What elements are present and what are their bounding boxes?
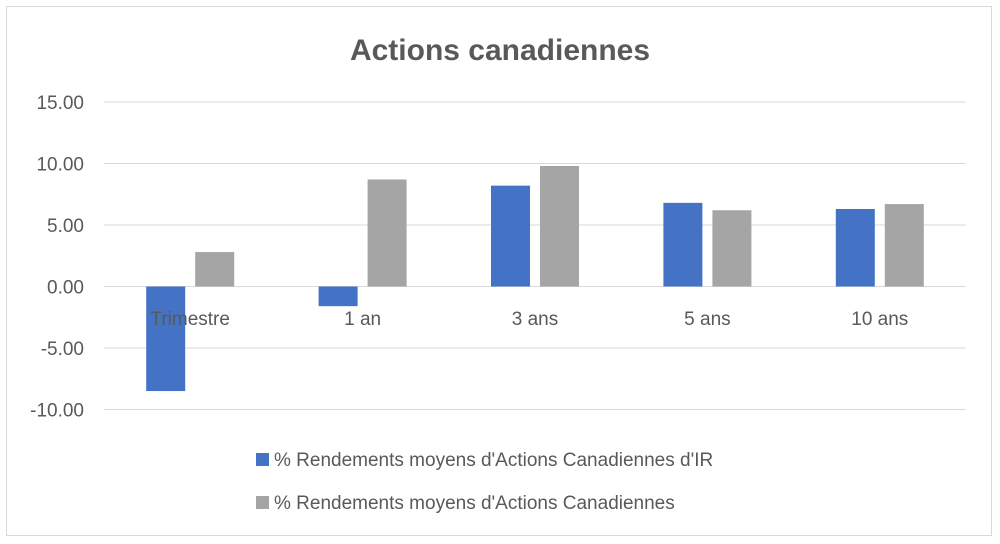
y-tick-label: -10.00 — [30, 401, 84, 422]
legend-swatch — [256, 496, 269, 509]
bar-ir — [835, 209, 875, 287]
gridlines — [104, 101, 966, 410]
bar-benchmark — [195, 252, 235, 287]
legend-label: % Rendements moyens d'Actions Canadienne… — [274, 450, 713, 471]
bar-ir — [146, 286, 186, 392]
category-label: Trimestre — [150, 309, 230, 330]
bar-benchmark — [712, 210, 752, 287]
category-label: 1 an — [344, 309, 381, 330]
legend: % Rendements moyens d'Actions Canadienne… — [256, 450, 713, 514]
y-axis-ticks: 15.00 10.00 5.00 0.00 -5.00 -10.00 — [30, 93, 84, 422]
legend-label: % Rendements moyens d'Actions Canadienne… — [274, 493, 675, 514]
legend-swatch — [256, 453, 269, 466]
bars — [146, 165, 924, 392]
category-label: 3 ans — [512, 309, 558, 330]
y-tick-label: 10.00 — [36, 155, 84, 176]
bar-benchmark — [367, 179, 407, 287]
bar-ir — [491, 185, 530, 287]
y-tick-label: 5.00 — [47, 216, 84, 237]
chart-title: Actions canadiennes — [350, 34, 650, 67]
y-tick-label: 0.00 — [47, 278, 84, 299]
bar-ir — [663, 202, 703, 287]
category-label: 10 ans — [851, 309, 908, 330]
category-label: 5 ans — [684, 309, 730, 330]
x-axis-categories: Trimestre 1 an 3 ans 5 ans 10 ans — [150, 309, 908, 330]
bar-benchmark — [540, 165, 579, 287]
y-tick-label: -5.00 — [41, 339, 84, 360]
y-tick-label: 15.00 — [36, 93, 84, 114]
bar-benchmark — [884, 204, 924, 287]
bar-ir — [318, 286, 358, 307]
